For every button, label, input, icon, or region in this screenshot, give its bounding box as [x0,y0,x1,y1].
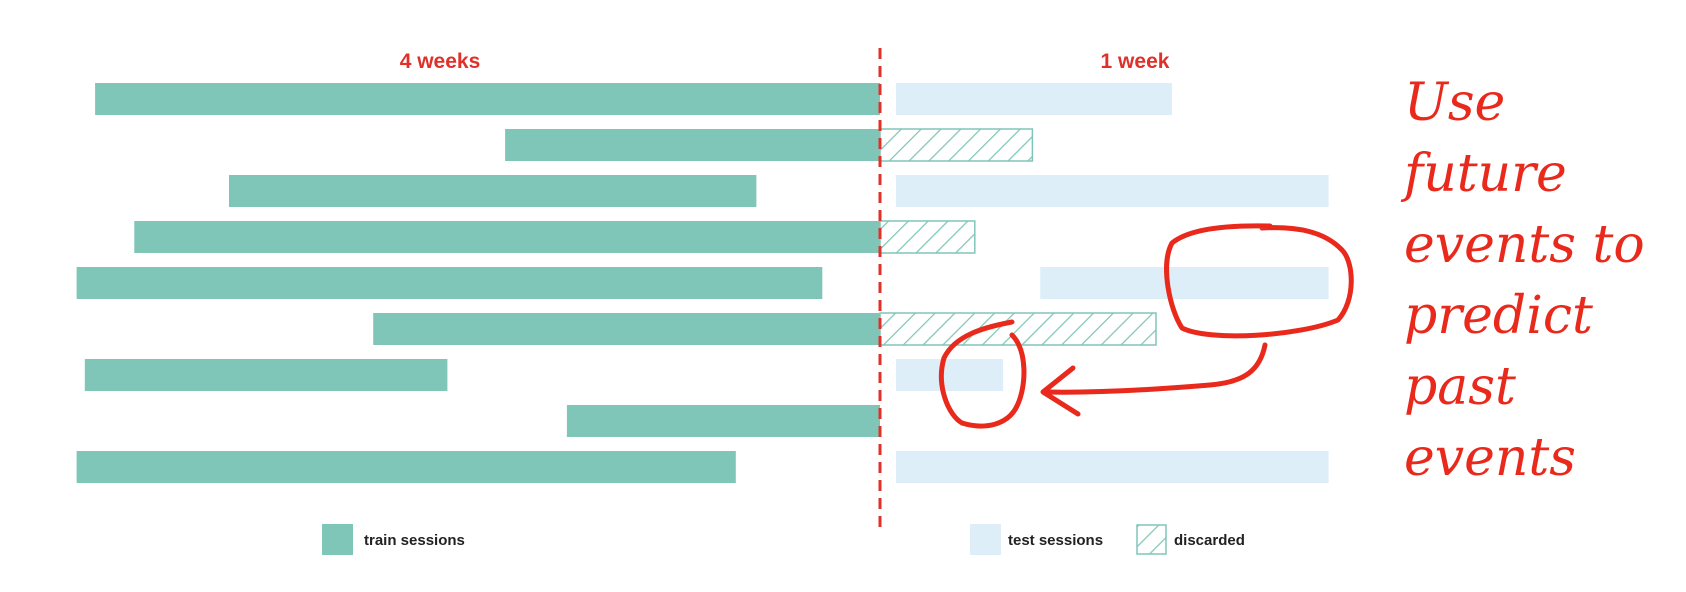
train-session-bar [229,175,757,207]
session-bars [76,83,1329,483]
discarded-session-bar [879,128,1034,162]
annotation [938,223,1354,429]
test-session-bar [896,83,1172,115]
test-session-bar [1040,267,1329,299]
train-session-bar [76,451,736,483]
legend-test-swatch [970,524,1001,555]
annotation-line: Use [1404,73,1505,133]
arrow-shaft [1042,342,1268,395]
discarded-session-bar [879,220,976,254]
legend: train sessions test sessions discarded [322,524,1245,555]
annotation-line: predict [1404,286,1593,346]
train-session-bar [76,267,823,299]
train-session-bar [84,359,448,391]
arrow-head [1040,365,1081,417]
legend-discarded-swatch [1136,524,1167,555]
annotation-line: events to [1404,215,1645,275]
test-session-bar [896,451,1329,483]
test-session-bar [896,359,1004,391]
train-session-bar [134,221,881,253]
annotation-line: events [1404,428,1576,488]
train-session-bar [566,405,880,437]
source-circle [1164,223,1354,339]
annotation-line: future [1400,144,1567,204]
legend-discarded-label: discarded [1174,532,1245,549]
legend-train-swatch [322,524,353,555]
annotation-note: Use future events to predict past events [1400,73,1645,488]
train-session-bar [505,129,880,161]
annotation-line: past [1404,357,1516,417]
test-period-label: 1 week [1101,50,1170,73]
legend-test-label: test sessions [1008,532,1103,549]
target-circle [938,319,1027,429]
legend-train-label: train sessions [364,532,465,549]
test-session-bar [896,175,1329,207]
train-session-bar [95,83,881,115]
train-session-bar [373,313,880,345]
train-period-label: 4 weeks [400,50,481,73]
